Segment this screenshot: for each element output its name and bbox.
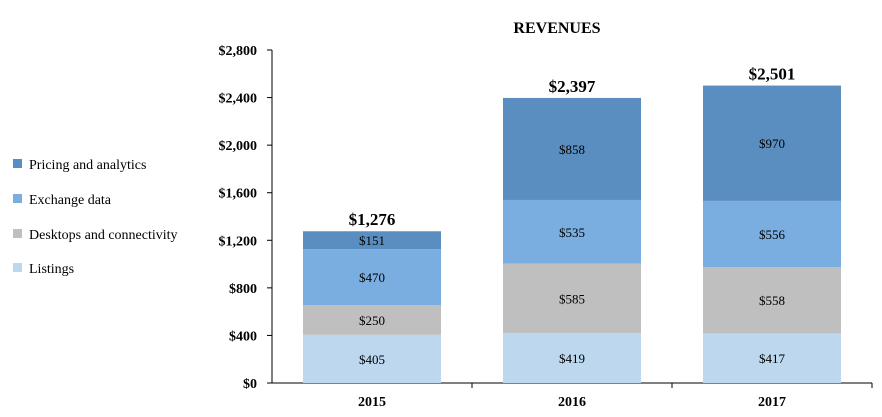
legend-swatch (13, 263, 22, 272)
bar-segment (503, 333, 641, 383)
legend-swatch (13, 194, 22, 203)
legend-swatch (13, 159, 22, 168)
data-label: $417 (759, 351, 786, 366)
bar-segment (303, 231, 441, 250)
y-tick-label: $1,200 (219, 234, 258, 249)
y-tick-label: $1,600 (219, 187, 258, 202)
y-tick-label: $2,800 (219, 44, 258, 59)
total-label: $2,501 (749, 65, 796, 84)
bar-segment (303, 249, 441, 306)
legend-label: Listings (29, 262, 74, 277)
bar-segment (703, 200, 841, 268)
legend: Pricing and analytics Exchange data Deskto… (13, 158, 178, 277)
data-label: $970 (759, 136, 785, 151)
bar-segment (303, 305, 441, 335)
axes: $0 $400 $800 $1,200 $1,600 $2,000 $2,400 $2,800… (219, 44, 873, 410)
bar-segment (303, 334, 441, 383)
bar-segment (703, 333, 841, 383)
y-tick-label: $2,400 (219, 92, 258, 107)
data-label: $250 (359, 313, 385, 328)
total-label: $2,397 (549, 77, 596, 96)
y-tick-label: $800 (229, 282, 257, 297)
data-label: $858 (559, 142, 585, 157)
data-label: $535 (559, 225, 585, 240)
data-label: $419 (559, 351, 585, 366)
data-label: $558 (759, 293, 785, 308)
bar-segment (503, 263, 641, 334)
data-label: $470 (359, 270, 385, 285)
x-tick-label: 2015 (358, 395, 386, 410)
y-tick-label: $2,000 (219, 139, 258, 154)
bar-segment (703, 267, 841, 334)
bar-segment (503, 97, 641, 200)
legend-swatch (13, 229, 22, 238)
data-label: $585 (559, 291, 585, 306)
data-label: $151 (359, 233, 385, 248)
legend-label: Exchange data (29, 193, 112, 208)
chart-title: REVENUES (513, 20, 600, 37)
total-label: $1,276 (349, 210, 396, 229)
bar-segment (503, 199, 641, 264)
data-label: $405 (359, 352, 385, 367)
legend-label: Desktops and connectivity (29, 228, 178, 243)
x-tick-label: 2016 (558, 395, 586, 410)
data-label: $556 (759, 227, 786, 242)
bar-segment (703, 85, 841, 201)
legend-label: Pricing and analytics (29, 158, 146, 173)
bars: $405 $250 $470 $151 $1,276 $419 $585 $535 $858 $2… (303, 65, 841, 383)
y-tick-label: $0 (243, 377, 257, 392)
y-tick-label: $400 (229, 329, 257, 344)
x-tick-label: 2017 (758, 395, 786, 410)
